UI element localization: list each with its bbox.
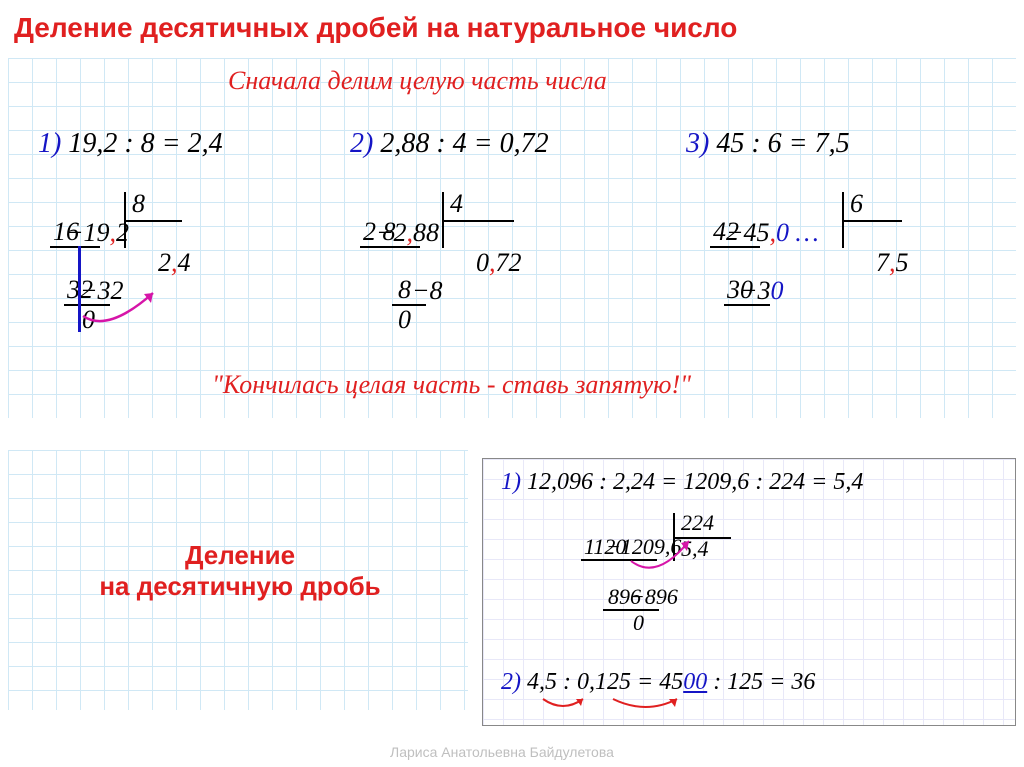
box-ex2: 2) 4,5 : 0,125 = 4500 : 125 = 36 [501,669,815,696]
example-box: 1) 12,096 : 2,24 = 1209,6 : 224 = 5,4 −1… [482,458,1016,726]
rule-quote: "Кончилась целая часть - ставь запятую!" [212,370,691,400]
example-2: 2) 2,88 : 4 = 0,72 [350,128,549,160]
ex3-b: 6 [768,128,782,159]
ex1-res: 2,4 [188,128,223,159]
longdiv-1: −19,2 8 2,4 16 −32 32 0 [40,190,240,370]
box-ex1: 1) 12,096 : 2,24 = 1209,6 : 224 = 5,4 [501,469,863,496]
ex3-a: 45 [716,128,744,159]
section2-title: Деление на десятичную дробь [30,540,450,602]
example-3: 3) 45 : 6 = 7,5 [686,128,850,160]
longdiv-3: −45,0 … 6 7,5 42 −30 30 [700,190,940,350]
example-1: 1) 19,2 : 8 = 2,4 [38,128,223,160]
ex1-label: 1) [38,128,61,159]
ex2-res: 0,72 [500,128,549,159]
ex2-label: 2) [350,128,373,159]
arrow-icon [627,533,707,583]
ex1-b: 8 [141,128,155,159]
author-footer: Лариса Анатольевна Байдулетова [390,744,614,760]
page-title: Деление десятичных дробей на натуральное… [14,12,737,44]
ex2-b: 4 [453,128,467,159]
longdiv-2: −2,88 4 0,72 2 8 −8 8 0 [350,190,570,370]
arrow-icon [611,697,691,717]
ex3-label: 3) [686,128,709,159]
subtitle: Сначала делим целую часть числа [228,66,607,96]
ex2-a: 2,88 [380,128,429,159]
arrow-icon [541,697,601,717]
arrow-icon [78,278,168,338]
ex1-a: 19,2 [68,128,117,159]
ex3-res: 7,5 [815,128,850,159]
